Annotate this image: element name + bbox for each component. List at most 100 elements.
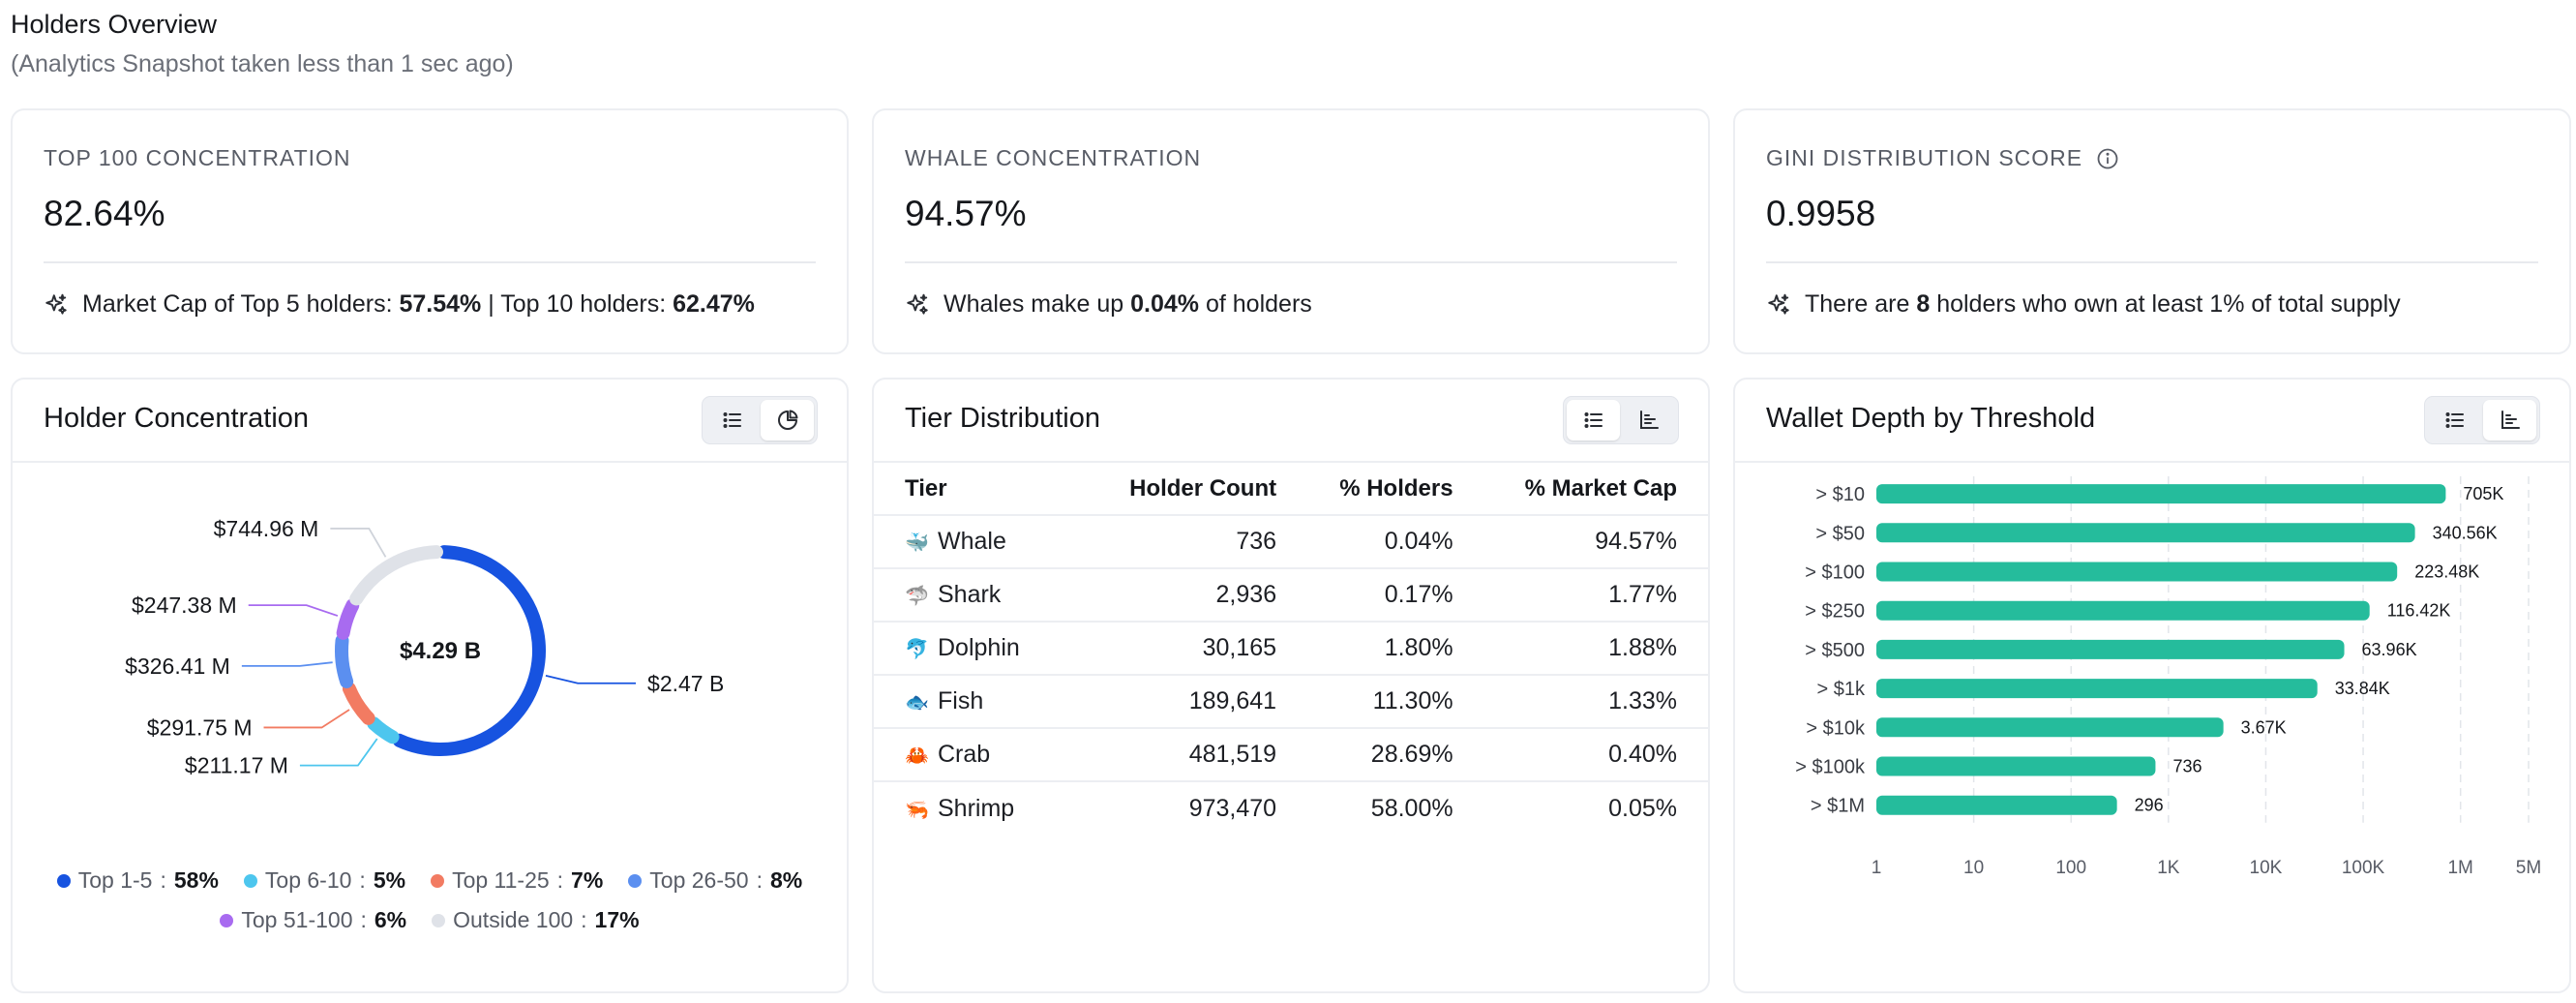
donut-center-label: $4.29 B xyxy=(400,638,481,664)
donut-slice-top-26-50[interactable] xyxy=(335,633,354,688)
stat-value: 0.9958 xyxy=(1766,194,1876,233)
y-category-label: > $10 xyxy=(1815,484,1865,505)
table-row[interactable]: 🦈 Shark 2,936 0.17% 1.77% xyxy=(874,568,1708,623)
pct-market-cap-cell: 1.77% xyxy=(1483,568,1708,623)
whale-icon: 🐳 xyxy=(905,531,929,554)
donut-legend: Top 1-5:58% Top 6-10:5% Top 11-25:7% Top… xyxy=(13,867,847,947)
slice-amount-label: $247.38 M xyxy=(132,593,237,618)
stat-label: WHALE CONCENTRATION xyxy=(905,145,1201,171)
bar[interactable] xyxy=(1876,679,2318,699)
legend-label: Top 11-25 xyxy=(452,867,550,893)
table-row[interactable]: 🦐 Shrimp 973,470 58.00% 0.05% xyxy=(874,781,1708,835)
note-bold: 62.47% xyxy=(673,290,755,318)
bar[interactable] xyxy=(1876,639,2345,659)
legend-row: Top 51-100:6% Outside 100:17% xyxy=(13,907,847,933)
note-text: | Top 10 holders: xyxy=(481,290,674,318)
pct-market-cap-cell: 0.05% xyxy=(1608,794,1677,822)
legend-item-outside-100[interactable]: Outside 100:17% xyxy=(432,907,640,933)
stat-value: 94.57% xyxy=(905,194,1027,233)
sparkle-icon xyxy=(905,292,930,318)
column-header[interactable]: % Market Cap xyxy=(1483,463,1708,516)
bar[interactable] xyxy=(1876,484,2446,504)
list-view-button[interactable] xyxy=(705,400,759,441)
bar-value-label: 33.84K xyxy=(2335,679,2390,698)
list-view-button[interactable] xyxy=(1567,400,1620,441)
holder-count-cell: 2,936 xyxy=(1090,568,1308,623)
list-view-button[interactable] xyxy=(2428,400,2481,441)
sparkle-icon xyxy=(1766,292,1791,318)
pie-view-button[interactable] xyxy=(761,400,814,441)
panel-title: Holder Concentration xyxy=(44,403,310,434)
pct-holders-cell: 1.80% xyxy=(1307,622,1484,676)
table-row[interactable]: 🦀 Crab 481,519 28.69% 0.40% xyxy=(874,728,1708,782)
page-subtitle: (Analytics Snapshot taken less than 1 se… xyxy=(11,50,514,77)
donut-slice-top-11-25[interactable] xyxy=(342,682,375,725)
column-header[interactable]: % Holders xyxy=(1307,463,1484,516)
y-category-label: > $10k xyxy=(1806,717,1866,739)
legend-item-top-11-25[interactable]: Top 11-25:7% xyxy=(431,867,603,894)
legend-dot xyxy=(628,873,643,888)
donut-slice-top-1-5[interactable] xyxy=(392,545,546,756)
table-header-row: Tier Holder Count % Holders % Market Cap xyxy=(874,463,1708,516)
y-category-label: > $100 xyxy=(1805,562,1865,584)
list-icon xyxy=(721,409,744,432)
legend-dot xyxy=(432,913,446,927)
donut-slice-top-51-100[interactable] xyxy=(336,598,360,640)
bar[interactable] xyxy=(1876,562,2398,582)
bar[interactable] xyxy=(1876,717,2224,738)
x-tick-label: 100 xyxy=(2055,858,2086,878)
legend-dot xyxy=(243,873,257,888)
divider xyxy=(44,261,816,263)
holder-count-cell: 30,165 xyxy=(1090,622,1308,676)
bar[interactable] xyxy=(1876,523,2415,543)
divider xyxy=(1766,261,2538,263)
legend-value: 7% xyxy=(571,867,604,893)
legend-item-top-51-100[interactable]: Top 51-100:6% xyxy=(220,907,406,933)
chart-view-button[interactable] xyxy=(1622,400,1675,441)
stat-card-top100: TOP 100 CONCENTRATION 82.64% Market Cap … xyxy=(11,108,849,354)
view-toggle xyxy=(2424,396,2540,444)
legend-label: Outside 100 xyxy=(453,907,574,932)
tier-cell: 🦈 Shark xyxy=(874,568,1091,623)
chart-view-button[interactable] xyxy=(2483,400,2536,441)
table-row[interactable]: 🐬 Dolphin 30,165 1.80% 1.88% xyxy=(874,622,1708,676)
slice-amount-label: $211.17 M xyxy=(185,753,288,778)
legend-item-top-6-10[interactable]: Top 6-10:5% xyxy=(243,867,405,894)
leader-line xyxy=(263,709,350,729)
tier-name: Shrimp xyxy=(938,794,1015,822)
table-row[interactable]: 🐟 Fish 189,641 11.30% 1.33% xyxy=(874,675,1708,729)
pct-market-cap-cell: 1.33% xyxy=(1483,675,1708,729)
slice-amount-label: $2.47 B xyxy=(647,671,724,696)
bar-value-label: 705K xyxy=(2463,484,2503,503)
pct-holders-cell: 58.00% xyxy=(1370,794,1453,822)
stat-note: Whales make up 0.04% of holders xyxy=(905,290,1312,319)
donut-slice-top-6-10[interactable] xyxy=(367,716,400,745)
legend-label: Top 1-5 xyxy=(77,867,153,893)
table-row[interactable]: 🐳 Whale 736 0.04% 94.57% xyxy=(874,515,1708,569)
note-bold: 0.04% xyxy=(1130,290,1200,318)
legend-item-top-1-5[interactable]: Top 1-5:58% xyxy=(56,867,219,894)
holder-donut-chart: $4.29 B $2.47 B $211.17 M $291.75 M $326.41 … xyxy=(125,516,724,778)
donut-slice-outside-100[interactable] xyxy=(349,545,443,606)
info-icon[interactable] xyxy=(2096,147,2119,170)
leader-line xyxy=(241,661,333,667)
legend-item-top-26-50[interactable]: Top 26-50:8% xyxy=(628,867,802,894)
legend-dot xyxy=(220,913,234,927)
holder-concentration-panel: Holder Concentration $4.29 B $2.47 B $211.… xyxy=(11,378,849,993)
y-category-label: > $250 xyxy=(1805,601,1865,623)
bar[interactable] xyxy=(1876,600,2370,621)
x-tick-label: 5M xyxy=(2516,858,2541,878)
bar[interactable] xyxy=(1876,795,2117,815)
note-text: Whales make up xyxy=(944,290,1131,318)
pct-market-cap-cell: 94.57% xyxy=(1483,515,1708,569)
holder-count-cell: 481,519 xyxy=(1090,728,1308,782)
bar-chart-icon xyxy=(1637,409,1661,432)
bar-chart-icon xyxy=(2499,409,2522,432)
pct-holders-cell: 28.69% xyxy=(1307,728,1484,782)
crab-icon: 🦀 xyxy=(905,744,929,767)
column-header[interactable]: Holder Count xyxy=(1090,463,1308,516)
list-icon xyxy=(1582,409,1605,432)
x-tick-label: 1M xyxy=(2447,858,2472,878)
column-header[interactable]: Tier xyxy=(874,463,1091,516)
bar[interactable] xyxy=(1876,756,2156,776)
